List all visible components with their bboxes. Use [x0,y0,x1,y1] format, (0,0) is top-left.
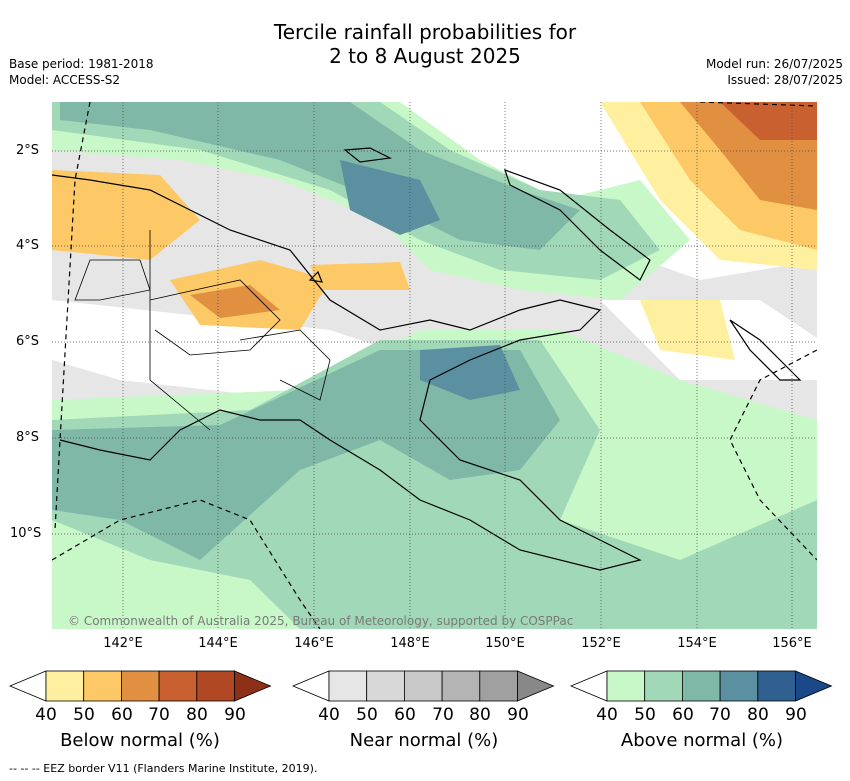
international-border [149,230,211,431]
model-name: Model: ACCESS-S2 [9,73,121,87]
cbar-below-low-extend [8,670,47,702]
above-normal-80-north [340,160,440,235]
cbar-above-tick-40: 40 [596,705,618,725]
cbar-below-tick-50: 50 [73,705,95,725]
province-borders [74,230,331,431]
above-normal-70-north [60,102,580,250]
new-ireland-coast [504,169,651,281]
cbar-near-segment-3 [441,670,481,702]
above-normal-60-south [52,340,817,629]
cbar-above-tick-70: 70 [709,705,731,725]
lon-label-150e: 150°E [485,636,525,651]
cbar-above-tick-60: 60 [672,705,694,725]
cbar-above-segment-3 [719,670,759,702]
cbar-near-tick-80: 80 [469,705,491,725]
map-fill [52,102,817,629]
cbar-near-segment-4 [479,670,518,702]
cbar-above-tick-80: 80 [747,705,769,725]
cbar-above-high-extend [795,670,833,702]
map-title: Tercile rainfall probabilities for 2 to … [0,20,850,68]
cbar-above-tick-90: 90 [785,705,807,725]
lon-label-142e: 142°E [103,636,143,651]
cbar-near-tick-90: 90 [507,705,529,725]
meta-right: Model run: 26/07/2025 Issued: 28/07/2025 [706,56,843,88]
cbar-near-segment-2 [403,670,443,702]
province-border-1 [74,259,151,301]
bougainville-coast [729,319,802,381]
model-run: Model run: 26/07/2025 [705,57,843,71]
cbar-below-segment-4 [196,670,235,702]
eez-border-east [729,349,817,561]
eez-footnote: -- -- -- EEZ border V11 (Flanders Marine… [9,762,318,775]
eez-border-south [52,499,321,629]
below-normal-70-center [190,285,280,318]
cbar-below-segment-2 [121,670,160,702]
lon-label-144e: 144°E [198,636,238,651]
cbar-near-segment-0 [328,670,368,702]
cbar-near-tick-70: 70 [432,705,454,725]
cbar-near-segment-1 [366,670,405,702]
cbar-below-tick-60: 60 [111,705,133,725]
colorbar-ticks: 40 50 60 70 80 90 40 50 60 70 80 90 40 5… [0,705,850,729]
lat-label-4s: 4°S [16,238,40,253]
cbar-below-segment-1 [83,670,122,702]
below-normal-40-east [640,300,735,360]
base-period: Base period: 1981-2018 [9,57,154,71]
cbar-above-title: Above normal (%) [620,730,784,751]
title-line-1: Tercile rainfall probabilities for [273,20,577,44]
lon-label-154e: 154°E [677,636,717,651]
lon-label-148e: 148°E [390,636,430,651]
cbar-above-tick-50: 50 [634,705,656,725]
cbar-below-tick-40: 40 [35,705,57,725]
lat-label-6s: 6°S [16,334,40,349]
cbar-near-tick-50: 50 [356,705,378,725]
gridlines [52,102,817,629]
cbar-below-tick-70: 70 [148,705,170,725]
cbar-above-segment-2 [682,670,721,702]
cbar-near-title: Near normal (%) [349,730,499,751]
above-normal-80-south [420,345,520,400]
lat-label-2s: 2°S [16,143,40,158]
lat-label-10s: 10°S [10,526,42,541]
cbar-below-segment-3 [158,670,198,702]
below-normal-60-west [52,170,200,260]
lon-label-156e: 156°E [772,636,812,651]
cbar-near-low-extend [291,670,330,702]
cbar-below-segment-0 [45,670,85,702]
province-border-2 [149,279,281,356]
cbar-above-low-extend [569,670,608,702]
cbar-above-segment-0 [606,670,646,702]
eez-borders [52,102,817,629]
eez-border-west [54,102,91,531]
cbar-above-segment-4 [757,670,796,702]
lon-label-152e: 152°E [581,636,621,651]
province-border-3 [239,329,331,401]
colorbars [8,670,833,702]
below-normal-60-mid [310,262,410,290]
copyright-text: © Commonwealth of Australia 2025, Bureau… [68,614,574,628]
title-line-2: 2 to 8 August 2025 [329,44,521,68]
lon-label-146e: 146°E [294,636,334,651]
meta-left: Base period: 1981-2018 Model: ACCESS-S2 [9,56,154,88]
manus-coast [343,147,393,163]
coastlines [52,147,802,571]
cbar-below-tick-90: 90 [224,705,246,725]
cbar-below-tick-80: 80 [186,705,208,725]
above-normal-70-south [52,350,560,560]
cbar-above-segment-1 [644,670,683,702]
cbar-below-high-extend [234,670,272,702]
cbar-near-tick-60: 60 [394,705,416,725]
cbar-near-high-extend [517,670,555,702]
issued-date: Issued: 28/07/2025 [727,73,843,87]
cbar-below-title: Below normal (%) [60,730,220,751]
cbar-near-tick-40: 40 [318,705,340,725]
below-normal-80-northeast [720,102,817,140]
new-guinea-coast [52,174,642,571]
eez-border-north [699,102,817,107]
lat-label-8s: 8°S [16,430,40,445]
